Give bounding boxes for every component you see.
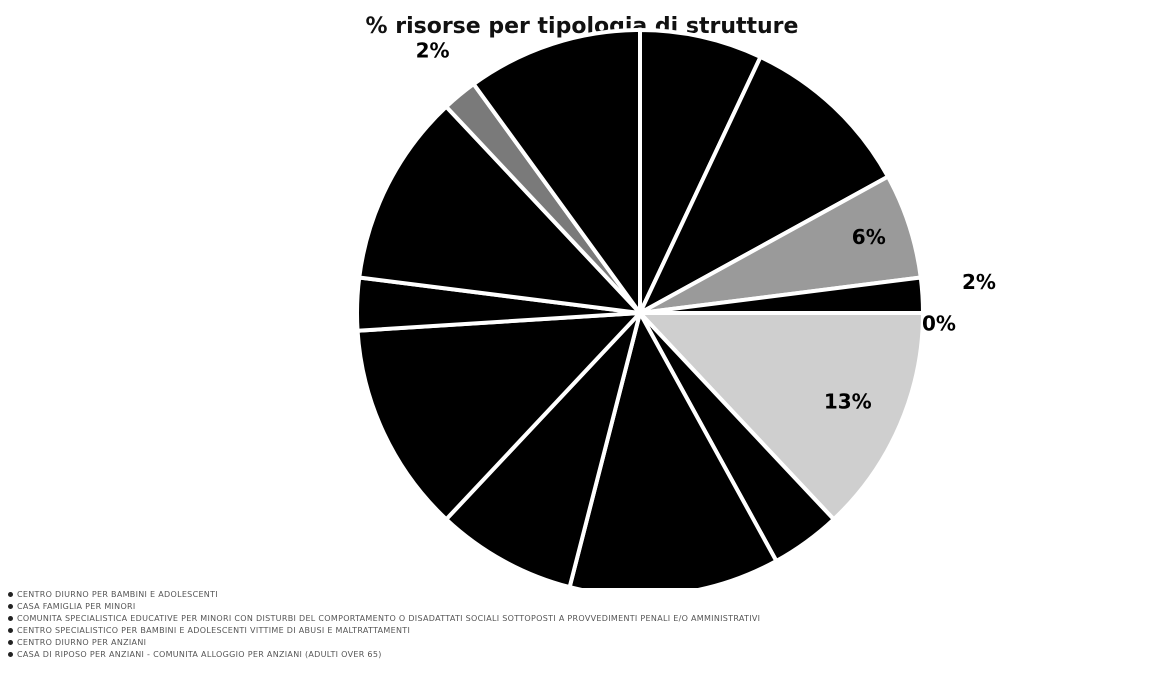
- legend-item: CASA FAMIGLIA PER MINORI: [8, 601, 1158, 613]
- pie-slice: [638, 311, 925, 522]
- pie-slice: [638, 28, 763, 315]
- slice-data-label: 2%: [416, 39, 450, 63]
- slice-data-label: 0%: [922, 312, 956, 336]
- slice-data-label: 2%: [962, 270, 996, 294]
- chart-legend: CENTRO DIURNO PER BAMBINI E ADOLESCENTI …: [8, 589, 1158, 661]
- legend-item: CENTRO DIURNO PER ANZIANI: [8, 637, 1158, 649]
- legend-item: CASA DI RIPOSO PER ANZIANI - COMUNITA AL…: [8, 649, 1158, 661]
- legend-marker: [8, 592, 13, 597]
- legend-marker: [8, 604, 13, 609]
- legend-item: CENTRO SPECIALISTICO PER BAMBINI E ADOLE…: [8, 625, 1158, 637]
- legend-item: CENTRO DIURNO PER BAMBINI E ADOLESCENTI: [8, 589, 1158, 601]
- legend-marker: [8, 616, 13, 621]
- legend-marker: [8, 652, 13, 657]
- pie-slice: [471, 28, 642, 315]
- legend-label: CENTRO DIURNO PER BAMBINI E ADOLESCENTI: [17, 590, 218, 599]
- pie-slice: [444, 311, 642, 588]
- pie-slice: [567, 311, 779, 588]
- legend-label: CASA FAMIGLIA PER MINORI: [17, 602, 136, 611]
- pie-slice: [638, 54, 890, 315]
- pie-slice: [357, 104, 642, 315]
- legend-label: COMUNITA SPECIALISTICA EDUCATIVE PER MIN…: [17, 614, 761, 623]
- pie-slice: [355, 311, 642, 522]
- legend-label: CENTRO DIURNO PER ANZIANI: [17, 638, 147, 647]
- legend-item: COMUNITA SPECIALISTICA EDUCATIVE PER MIN…: [8, 613, 1158, 625]
- slice-data-label: 6%: [852, 225, 886, 249]
- legend-marker: [8, 640, 13, 645]
- slice-data-label: 13%: [824, 389, 872, 413]
- legend-marker: [8, 628, 13, 633]
- legend-label: CENTRO SPECIALISTICO PER BAMBINI E ADOLE…: [17, 626, 411, 635]
- legend-label: CASA DI RIPOSO PER ANZIANI - COMUNITA AL…: [17, 650, 382, 659]
- pie-chart: 6%2%0%13%2%: [355, 28, 996, 588]
